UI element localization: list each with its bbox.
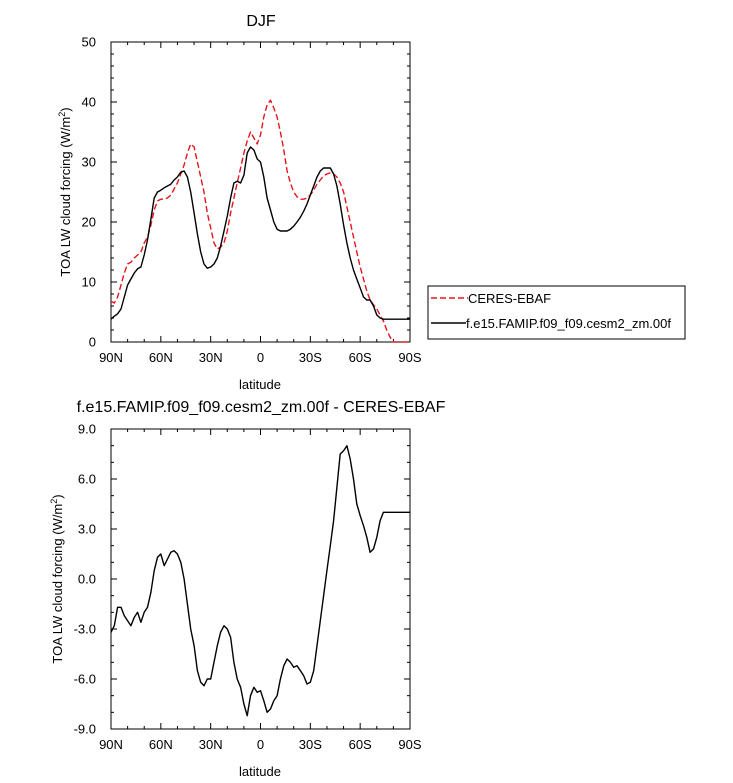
y-tick-label: 9.0 [78,422,96,437]
y-tick-label: 0 [89,335,96,350]
x-tick-label: 90S [398,350,421,365]
plot-frame [110,428,411,730]
x-axis-label: latitude [239,764,281,779]
y-tick-label: -6.0 [74,672,96,687]
x-tick-label: 60N [149,737,173,752]
x-tick-label: 90N [99,350,123,365]
x-tick-label: 60N [149,350,173,365]
x-tick-label: 30N [199,737,223,752]
axis-ticks: 90N 60N 30N 0 30S 60S 90S 0 10 20 30 40 50 [82,35,422,366]
chart-title: DJF [246,13,276,30]
x-tick-label: 60S [349,737,372,752]
y-axis-label: TOA LW cloud forcing (W/m2) [49,494,65,663]
x-tick-label: 30S [299,350,322,365]
x-tick-label: 90S [398,737,421,752]
legend-label-ceres: CERES-EBAF [468,291,551,306]
chart-djf: DJF 90N 60N 30N 0 30S 60S 90S 0 10 20 30 40 50 latit… [57,13,686,392]
y-tick-label: 20 [82,215,96,230]
y-tick-label: 30 [82,155,96,170]
series-line-1 [110,99,410,343]
y-tick-label: 3.0 [78,522,96,537]
series-group [110,99,410,343]
x-tick-label: 30S [299,737,322,752]
y-tick-label: -9.0 [74,722,96,737]
y-tick-label: 40 [82,95,96,110]
x-tick-label: 30N [199,350,223,365]
y-tick-label: 10 [82,275,96,290]
legend-label-model: f.e15.FAMIP.f09_f09.cesm2_zm.00f [466,316,671,331]
y-tick-label: 0.0 [78,572,96,587]
y-tick-label: -3.0 [74,622,96,637]
x-axis-label: latitude [239,377,281,392]
x-tick-label: 90N [99,737,123,752]
plot-frame [110,41,411,343]
axis-ticks: 90N 60N 30N 0 30S 60S 90S -9.0 -6.0 -3.0 0.0 3.0 6.0… [74,422,422,753]
legend-box [427,285,686,340]
chart-title: f.e15.FAMIP.f09_f09.cesm2_zm.00f - CERES… [77,399,446,416]
series-line-2 [110,146,410,320]
x-tick-label: 0 [257,350,264,365]
y-tick-label: 6.0 [78,472,96,487]
y-axis-label: TOA LW cloud forcing (W/m2) [57,107,73,276]
series-line-1 [110,445,410,717]
x-tick-label: 0 [257,737,264,752]
legend: CERES-EBAF f.e15.FAMIP.f09_f09.cesm2_zm.… [427,285,686,340]
series-group [110,445,410,717]
x-tick-label: 60S [349,350,372,365]
chart-difference: f.e15.FAMIP.f09_f09.cesm2_zm.00f - CERES… [49,399,446,779]
y-tick-label: 50 [82,35,96,50]
